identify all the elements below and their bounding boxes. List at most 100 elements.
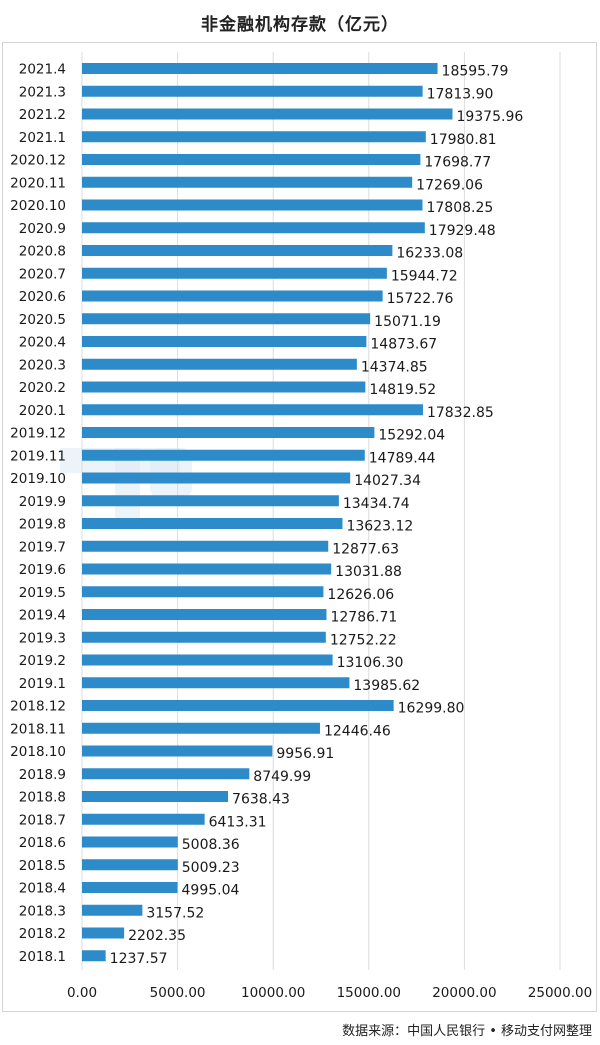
category-label: 2020.5 — [19, 312, 66, 328]
category-label: 2018.5 — [19, 858, 66, 874]
bar — [82, 859, 178, 871]
value-label: 15944.72 — [391, 268, 458, 284]
category-label: 2019.1 — [19, 676, 66, 692]
category-label: 2018.3 — [19, 903, 66, 919]
bar — [82, 336, 367, 347]
value-label: 17269.06 — [416, 177, 483, 193]
bar — [82, 267, 387, 279]
value-label: 13623.12 — [346, 519, 413, 535]
bar — [82, 586, 324, 598]
bar — [82, 631, 326, 643]
category-label: 2019.12 — [10, 426, 66, 442]
x-tick-label: 20000.00 — [432, 985, 496, 1001]
category-label: 2020.6 — [19, 289, 66, 305]
value-label: 2202.35 — [128, 928, 186, 944]
source-note: 数据来源：中国人民银行 • 移动支付网整理 — [342, 1024, 592, 1039]
bar — [82, 813, 205, 825]
chart-frame — [2, 42, 597, 1012]
value-label: 16233.08 — [396, 246, 463, 262]
bar — [82, 245, 393, 256]
value-label: 5009.23 — [182, 860, 240, 876]
bar — [82, 63, 438, 74]
category-label: 2018.2 — [19, 926, 66, 942]
value-label: 13031.88 — [335, 564, 402, 580]
bar — [82, 154, 421, 165]
value-label: 17980.81 — [430, 132, 497, 148]
bar — [82, 472, 351, 484]
value-label: 17813.90 — [427, 86, 494, 102]
bar — [82, 449, 365, 461]
category-label: 2021.2 — [19, 107, 66, 123]
bar — [82, 700, 394, 711]
x-tick-label: 0.00 — [67, 985, 97, 1001]
x-tick-label: 5000.00 — [150, 985, 206, 1001]
value-label: 14873.67 — [370, 337, 437, 353]
value-label: 9956.91 — [276, 746, 334, 762]
value-label: 19375.96 — [456, 109, 523, 125]
value-label: 12752.22 — [330, 632, 397, 648]
bar — [82, 768, 250, 780]
chart-title: 非金融机构存款（亿元） — [201, 15, 399, 35]
value-label: 17698.77 — [424, 155, 491, 171]
bar — [82, 791, 229, 802]
category-label: 2019.10 — [10, 471, 66, 487]
category-label: 2020.3 — [19, 357, 66, 373]
value-label: 13434.74 — [343, 496, 410, 512]
value-label: 12786.71 — [330, 610, 397, 626]
bar — [82, 745, 273, 757]
bar — [82, 495, 339, 507]
category-label: 2019.7 — [19, 539, 66, 555]
bar — [82, 563, 332, 575]
category-label: 2019.5 — [19, 585, 66, 601]
bar — [82, 404, 423, 416]
value-label: 15071.19 — [374, 314, 441, 330]
bar — [82, 927, 125, 939]
category-label: 2020.7 — [19, 266, 66, 282]
category-label: 2021.3 — [19, 84, 66, 100]
value-label: 7638.43 — [232, 792, 290, 808]
category-label: 2018.11 — [10, 721, 66, 737]
value-label: 15722.76 — [387, 291, 454, 307]
bar — [82, 108, 453, 120]
bar — [82, 176, 413, 188]
value-label: 14027.34 — [354, 473, 421, 489]
bar — [82, 381, 366, 393]
category-label: 2021.4 — [19, 62, 66, 78]
value-label: 4995.04 — [182, 883, 240, 899]
bar — [82, 313, 371, 325]
value-label: 15292.04 — [378, 428, 445, 444]
category-label: 2019.3 — [19, 630, 66, 646]
x-tick-label: 25000.00 — [528, 985, 592, 1001]
bar — [82, 609, 327, 620]
value-label: 3157.52 — [146, 905, 204, 921]
category-label: 2019.11 — [10, 448, 66, 464]
bar — [82, 950, 106, 962]
bar — [82, 654, 333, 666]
bar — [82, 882, 178, 893]
value-label: 6413.31 — [209, 814, 267, 830]
bar — [82, 131, 426, 143]
value-label: 12877.63 — [332, 541, 399, 557]
category-label: 2018.6 — [19, 835, 66, 851]
category-label: 2019.4 — [19, 608, 66, 624]
value-label: 8749.99 — [253, 769, 311, 785]
bar — [82, 222, 425, 234]
category-label: 2021.1 — [19, 130, 66, 146]
x-tick-label: 10000.00 — [241, 985, 305, 1001]
category-label: 2020.12 — [10, 153, 66, 169]
value-label: 14789.44 — [369, 450, 436, 466]
value-label: 12446.46 — [324, 723, 391, 739]
bar — [82, 540, 329, 552]
category-label: 2019.8 — [19, 517, 66, 533]
value-label: 14374.85 — [361, 359, 428, 375]
bar — [82, 722, 320, 734]
x-tick-label: 15000.00 — [337, 985, 401, 1001]
value-label: 13985.62 — [353, 678, 420, 694]
value-label: 17929.48 — [429, 223, 496, 239]
category-label: 2019.2 — [19, 653, 66, 669]
category-label: 2018.12 — [10, 699, 66, 715]
category-label: 2020.1 — [19, 403, 66, 419]
category-label: 2020.8 — [19, 244, 66, 260]
category-label: 2018.10 — [10, 744, 66, 760]
